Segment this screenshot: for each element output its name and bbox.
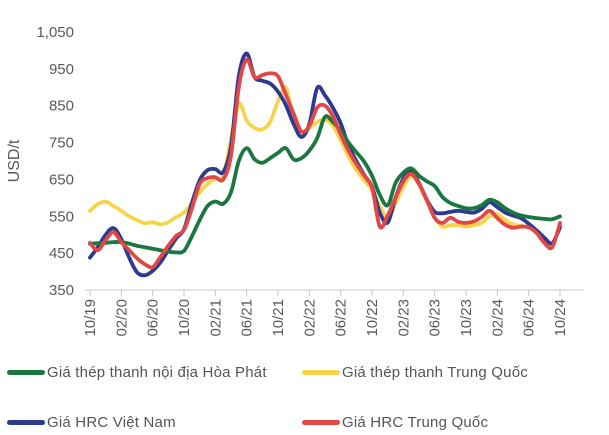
price-line-chart: 10/19 02/20 06/20 10/20 02/21 06/21 10/21 02/22… — [6, 24, 584, 337]
y-tick-label: 350 — [49, 282, 74, 299]
legend-label-china-hrc: Giá HRC Trung Quốc — [342, 413, 489, 431]
x-tick-label: 02/22 — [301, 299, 318, 337]
green-line-swatch — [7, 369, 45, 375]
y-tick-label: 750 — [49, 135, 74, 152]
legend-item-vietnam-hrc: Giá HRC Việt Nam — [7, 413, 176, 431]
series-line-vietnam-hrc — [88, 51, 562, 278]
legend-item-china-hrc: Giá HRC Trung Quốc — [302, 413, 488, 431]
y-tick-label: 650 — [49, 171, 74, 188]
y-axis-title: USD/t — [6, 139, 23, 182]
x-tick-label: 10/19 — [82, 299, 99, 337]
yellow-line-swatch — [302, 369, 340, 375]
x-tick-label: 10/20 — [176, 299, 193, 337]
legend-item-china-rebar: Giá thép thanh Trung Quốc — [302, 363, 528, 381]
legend-label-china-rebar: Giá thép thanh Trung Quốc — [342, 363, 528, 381]
series-line-china-rebar — [88, 84, 562, 249]
legend-label-vietnam-hrc: Giá HRC Việt Nam — [47, 413, 176, 431]
x-tick-label: 06/23 — [427, 299, 444, 337]
x-tick-label: 06/21 — [239, 299, 256, 337]
series-line-china-hrc — [88, 57, 562, 270]
blue-line-swatch — [7, 419, 45, 425]
x-tick-label: 10/22 — [364, 299, 381, 337]
y-tick-label: 1,050 — [36, 24, 74, 41]
x-tick-label: 10/23 — [458, 299, 475, 337]
legend-label-hoa-phat-rebar: Giá thép thanh nội địa Hòa Phát — [47, 363, 267, 381]
legend-item-hoa-phat-rebar: Giá thép thanh nội địa Hòa Phát — [7, 363, 267, 381]
x-tick-label: 06/24 — [521, 299, 538, 337]
y-tick-label: 950 — [49, 61, 74, 78]
x-tick-label: 02/23 — [395, 299, 412, 337]
series-line-hoa-phat-rebar — [88, 114, 562, 255]
y-tick-label: 850 — [49, 98, 74, 115]
x-tick-label: 02/21 — [207, 299, 224, 337]
y-tick-label: 550 — [49, 208, 74, 225]
x-tick-label: 06/22 — [333, 299, 350, 337]
red-line-swatch — [302, 419, 340, 425]
y-tick-label: 450 — [49, 245, 74, 262]
x-tick-label: 02/20 — [113, 299, 130, 337]
x-tick-label: 10/24 — [552, 299, 569, 337]
x-tick-label: 02/24 — [489, 299, 506, 337]
x-tick-label: 06/20 — [145, 299, 162, 337]
x-tick-label: 10/21 — [270, 299, 287, 337]
